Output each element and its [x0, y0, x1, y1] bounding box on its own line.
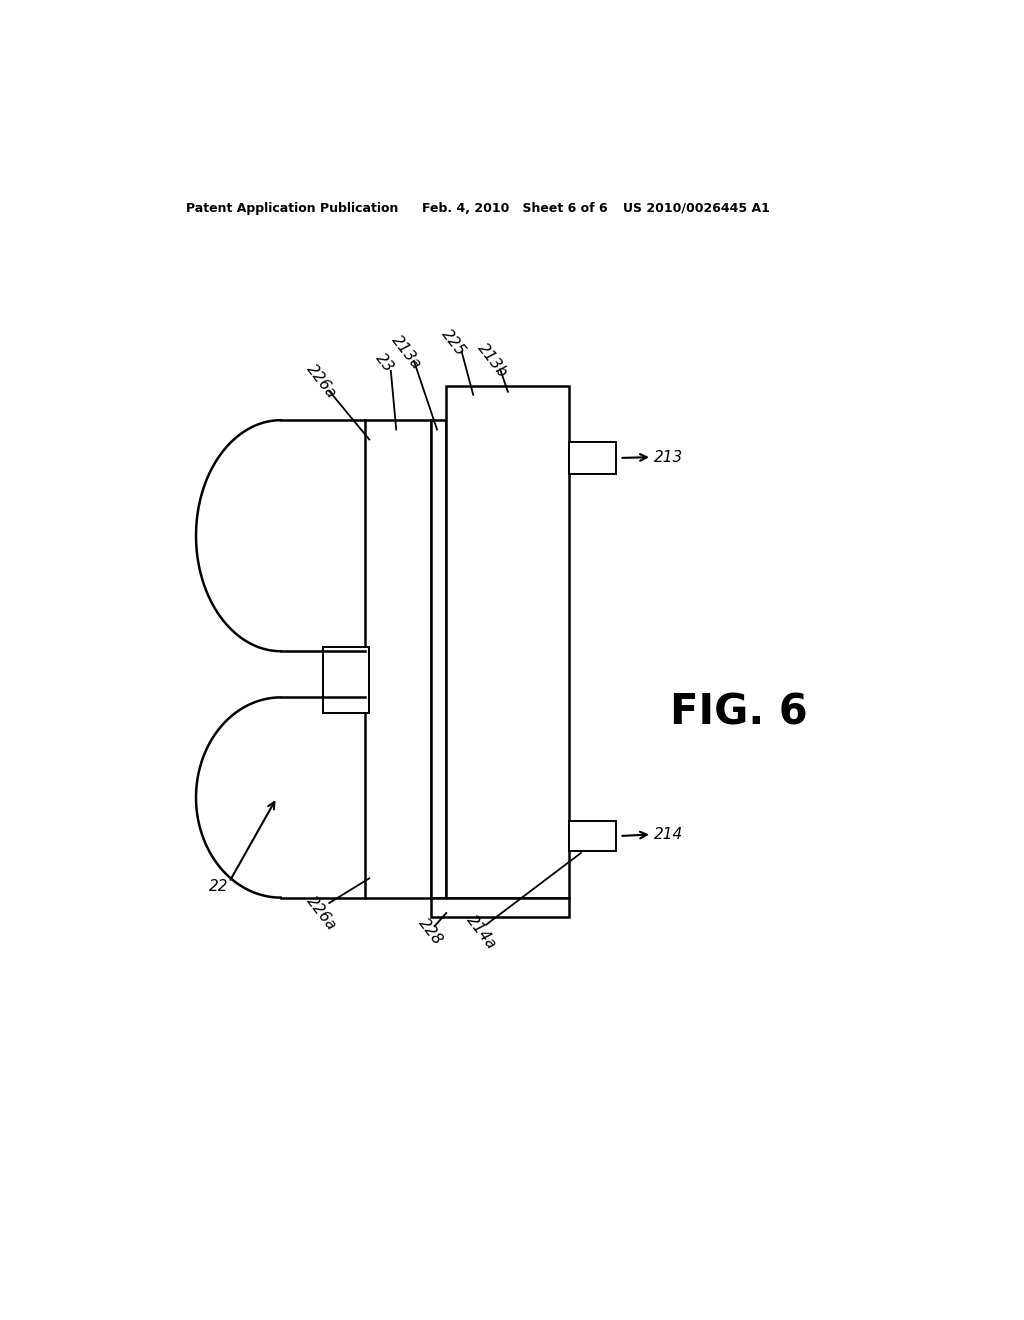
Text: 23: 23 — [373, 350, 396, 375]
Text: Patent Application Publication: Patent Application Publication — [186, 202, 398, 215]
Text: US 2010/0026445 A1: US 2010/0026445 A1 — [624, 202, 770, 215]
Bar — [569, 821, 615, 851]
Bar — [431, 420, 446, 898]
Text: 213: 213 — [654, 450, 683, 465]
Bar — [366, 420, 431, 898]
Text: 226a: 226a — [304, 362, 339, 401]
Text: 228: 228 — [416, 916, 445, 948]
Bar — [431, 898, 569, 917]
Text: Feb. 4, 2010   Sheet 6 of 6: Feb. 4, 2010 Sheet 6 of 6 — [422, 202, 607, 215]
Text: 213b: 213b — [474, 341, 510, 380]
Bar — [446, 385, 569, 898]
Text: 214: 214 — [654, 826, 683, 842]
Text: 22: 22 — [209, 879, 228, 894]
Text: FIG. 6: FIG. 6 — [670, 692, 807, 734]
Bar — [569, 442, 615, 474]
Bar — [323, 647, 370, 713]
Text: 213a: 213a — [388, 333, 424, 372]
Text: 214a: 214a — [463, 912, 499, 952]
Text: 225: 225 — [439, 327, 469, 359]
Text: 226a: 226a — [304, 894, 339, 933]
